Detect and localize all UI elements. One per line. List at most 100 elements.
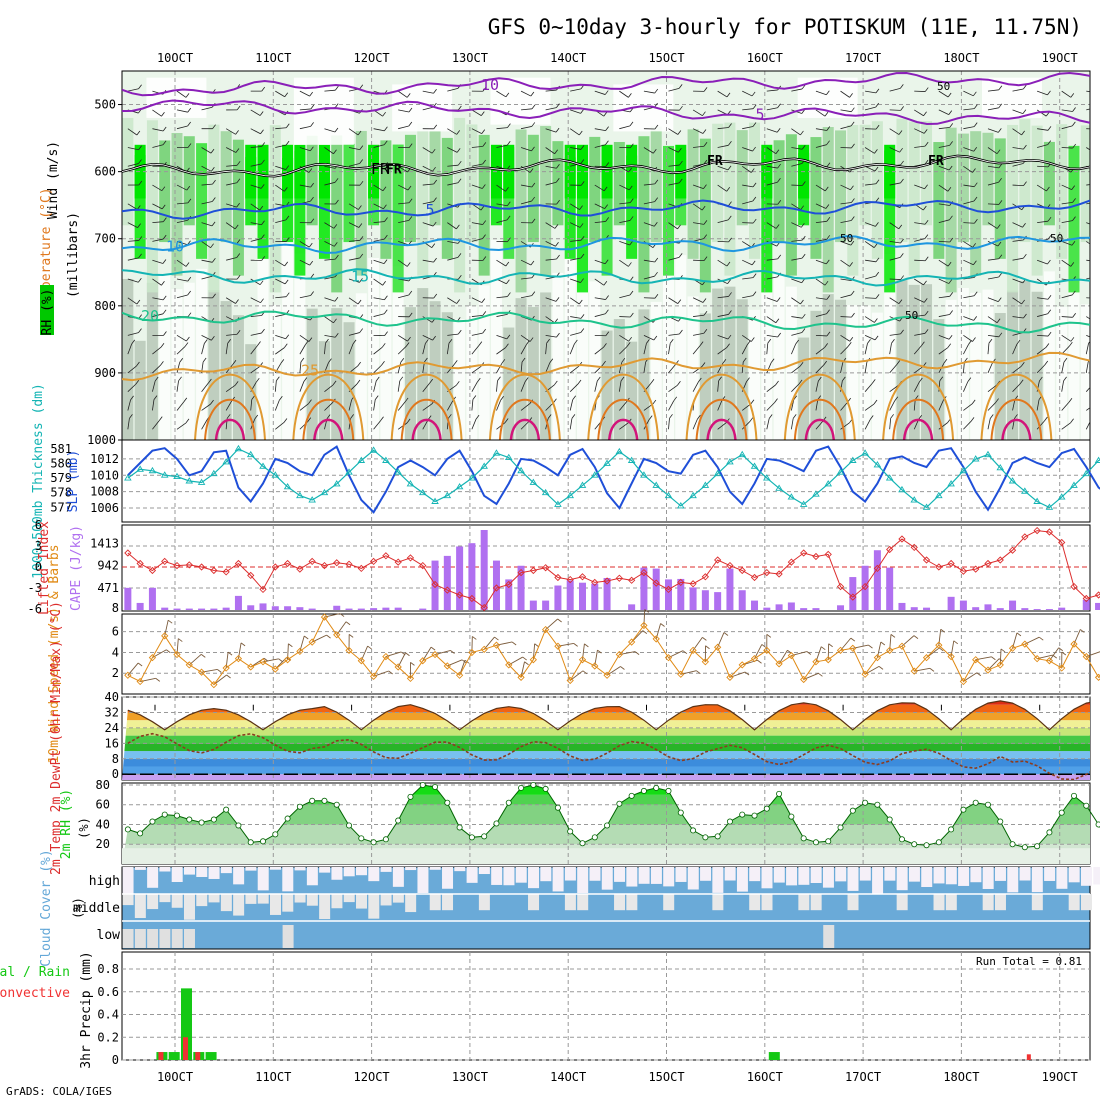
lifted-index-point [369, 557, 378, 566]
wind-barb-flag [726, 187, 731, 192]
cape-bar [505, 579, 513, 610]
dry-column [552, 272, 564, 440]
wind10m-barb [569, 670, 584, 681]
dry-column [884, 253, 896, 440]
thickness-point [922, 503, 931, 510]
wind-barb [1086, 316, 1090, 320]
moist-column [798, 337, 810, 440]
wind-barb [250, 297, 261, 304]
cloud-cell-middle [847, 894, 859, 911]
cloud-cell-high [294, 867, 306, 871]
wind-barb-flag [801, 235, 806, 241]
wind-barb [963, 241, 973, 248]
wind-barb [741, 421, 751, 430]
wind-barb-flag [531, 291, 536, 296]
wind-barb-flag [629, 290, 634, 296]
temperature-contour [122, 235, 1090, 254]
cloud-cell-high [872, 867, 884, 894]
thickness-point [775, 484, 783, 491]
wind-barb [348, 257, 360, 261]
wind-barb-flag [279, 396, 283, 401]
wind-barb [520, 295, 532, 299]
cloud-cell-high [270, 867, 281, 870]
wind-barb [1086, 222, 1090, 225]
wind-barb [987, 402, 996, 411]
cloud-cell-high [650, 867, 662, 884]
rh-cell [994, 138, 1006, 259]
wind10m-barb-flag [1061, 651, 1067, 656]
wind-barb [520, 381, 526, 392]
bottom-date-label: 17OCT [845, 1070, 881, 1084]
cloud-cell-high [835, 867, 847, 882]
wind-barb-flag [800, 299, 804, 305]
cape-bar [1009, 600, 1017, 610]
wind-barb [815, 109, 826, 117]
wind-barb-flag [482, 142, 487, 147]
wind-barb [201, 403, 211, 411]
wind-barb-flag [202, 357, 207, 363]
wind-barb [250, 109, 261, 116]
wind-barb-flag [505, 92, 510, 98]
wind-barb [496, 219, 508, 224]
wind-barb-flag [605, 140, 609, 145]
wind-barb-flag [184, 342, 189, 347]
thickness-point [603, 459, 611, 466]
wind-barb [594, 203, 605, 210]
wind-barb [594, 278, 605, 286]
wind-barb-flag [1047, 309, 1052, 314]
thickness-point [480, 462, 488, 469]
wind-barb-flag [900, 238, 904, 244]
rh-cell [982, 132, 994, 226]
wind-barb [1086, 108, 1090, 111]
wind-barb [963, 361, 965, 373]
cape-bar [837, 605, 845, 610]
wind-barb-flag [972, 337, 976, 342]
precip-convective-bar [1026, 1054, 1031, 1060]
wind-barb [914, 332, 926, 336]
wind-barb-flag [652, 149, 657, 154]
wind-barb-flag [574, 339, 578, 345]
wind-barb-flag [235, 148, 240, 153]
wind-barb [152, 221, 164, 224]
wind-barb [1012, 184, 1024, 187]
wind-barb-flag [1094, 379, 1097, 383]
precip-total-bar [768, 1052, 780, 1060]
wind-barb [766, 147, 777, 155]
rh-point [874, 801, 881, 808]
cape-bar [271, 606, 279, 610]
cape-bar [959, 600, 967, 610]
wind-barb-flag [226, 414, 231, 419]
wind-barb [987, 181, 999, 186]
wind-barb-flag [433, 179, 438, 185]
wind-barb [1086, 202, 1090, 205]
thickness-point [873, 461, 882, 468]
wind-barb-flag [555, 127, 560, 133]
bottom-date-label: 14OCT [550, 1070, 586, 1084]
wind-barb-flag [261, 256, 266, 261]
wind-barb [545, 165, 557, 169]
wind-barb-flag [1047, 235, 1052, 240]
lifted-index-point [935, 563, 943, 571]
wind10m-point [849, 644, 857, 652]
wind-barb-flag [356, 379, 361, 385]
thickness-point [935, 491, 943, 499]
wind10m-barb-flag [472, 636, 477, 640]
wind10m-point [812, 658, 820, 666]
wind-barb-flag [1068, 397, 1073, 403]
thickness-point [1021, 487, 1029, 494]
rh-cell [404, 134, 416, 243]
lifted-index-point [738, 566, 746, 575]
thickness-series [124, 444, 1100, 514]
lifted-index-point [763, 568, 771, 577]
wind-barb [717, 334, 729, 340]
wind-barb [889, 87, 901, 92]
wind10m-point [959, 677, 968, 686]
wind-barb [152, 420, 160, 430]
dark-orange-thermal-loop [400, 398, 453, 440]
wind10m-point [640, 621, 648, 630]
wind10m-point [1082, 652, 1090, 661]
lifted-index-point [886, 545, 894, 554]
wind-barb-flag [947, 343, 952, 348]
